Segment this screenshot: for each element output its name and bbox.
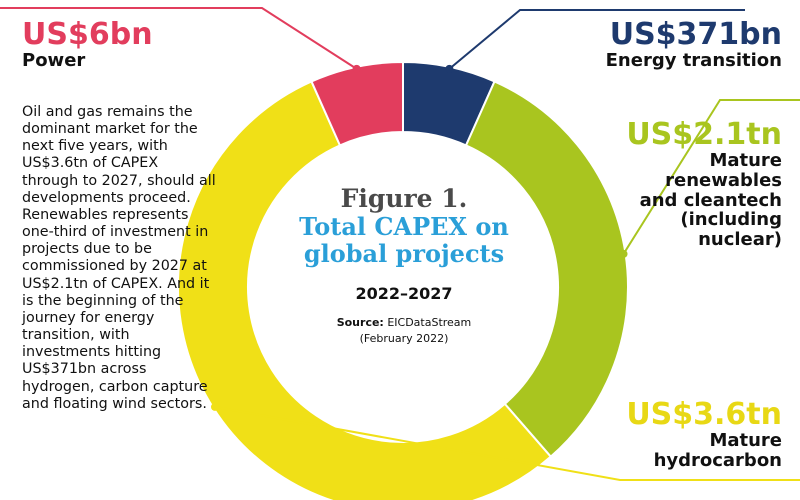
leader-dot-power xyxy=(352,64,361,73)
callout-hydrocarbon-value: US$3.6tn xyxy=(626,397,782,432)
source-date: (February 2022) xyxy=(359,331,449,345)
leader-dot-mature xyxy=(619,249,628,258)
callout-renewables-label-line: nuclear) xyxy=(698,229,782,251)
callout-renewables-label-line: renewables xyxy=(665,169,782,191)
donut-slice-power xyxy=(310,60,404,147)
callout-renewables: US$2.1tn Mature renewables and cleantech… xyxy=(626,118,782,250)
callout-renewables-label-line: and cleantech xyxy=(639,189,782,211)
leader-line-mature xyxy=(214,405,800,481)
callout-renewables-label-line: Mature xyxy=(709,150,782,171)
chart-source: Source: EICDataStream (February 2022) xyxy=(269,315,539,347)
source-name: EICDataStream xyxy=(387,315,472,329)
callout-renewables-label-line: (including xyxy=(680,209,782,231)
leader-line-energy xyxy=(448,9,745,70)
callout-renewables-value: US$2.1tn xyxy=(626,117,782,152)
chart-center-label: Figure 1. Total CAPEX on global projects… xyxy=(269,185,539,347)
callout-power-label: Power xyxy=(22,50,86,71)
chart-period: 2022–2027 xyxy=(355,283,453,303)
source-label: Source: xyxy=(336,315,384,329)
callout-hydrocarbon-label: Mature hydrocarbon xyxy=(626,431,782,471)
donut-slice-mature xyxy=(464,80,629,459)
donut-slice-mature xyxy=(177,80,553,500)
leader-line-power xyxy=(0,7,358,70)
callout-hydrocarbon-label-line: hydrocarbon xyxy=(653,449,782,471)
chart-title: Total CAPEX on global projects xyxy=(299,211,509,269)
figure-label: Figure 1. xyxy=(340,184,468,213)
callout-hydrocarbon-label-line: Mature xyxy=(709,430,782,451)
callout-renewables-label: Mature renewables and cleantech (includi… xyxy=(626,151,782,250)
callout-energy-transition-value: US$371bn xyxy=(609,17,782,52)
body-paragraph: Oil and gas remains the dominant market … xyxy=(22,104,216,412)
callout-power: US$6bn Power xyxy=(22,18,153,71)
leader-line-mature xyxy=(622,99,800,255)
leader-dot-mature xyxy=(210,402,219,411)
leader-dot-energy xyxy=(445,64,454,73)
callout-energy-transition: US$371bn Energy transition xyxy=(606,18,782,71)
callout-hydrocarbon: US$3.6tn Mature hydrocarbon xyxy=(626,398,782,471)
callout-power-value: US$6bn xyxy=(22,17,153,52)
callout-energy-transition-label: Energy transition xyxy=(605,50,782,71)
